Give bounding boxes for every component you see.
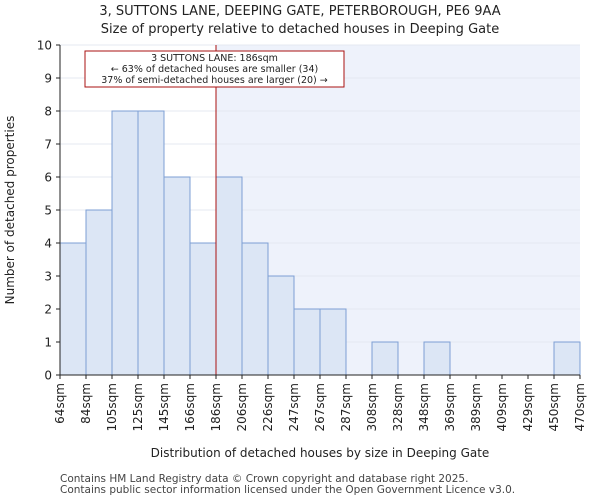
y-tick-label: 0 <box>44 369 52 383</box>
y-tick-label: 5 <box>44 204 52 218</box>
chart-title-address: 3, SUTTONS LANE, DEEPING GATE, PETERBORO… <box>99 4 501 19</box>
x-tick-label: 226sqm <box>261 383 275 431</box>
x-tick-label: 429sqm <box>521 383 535 431</box>
y-tick-label: 9 <box>44 72 52 86</box>
bar-105sqm <box>111 110 139 376</box>
annotation-box: 3 SUTTONS LANE: 186sqm ← 63% of detached… <box>84 50 345 88</box>
y-axis-label: Number of detached properties <box>3 116 17 305</box>
annotation-line-3: 37% of semi-detached houses are larger (… <box>101 75 328 86</box>
annotation-line-1: 3 SUTTONS LANE: 186sqm <box>151 53 278 64</box>
bar-64sqm <box>59 242 87 376</box>
y-tick-label: 6 <box>44 171 52 185</box>
y-tick-label: 10 <box>37 39 52 53</box>
x-tick-label: 470sqm <box>573 383 587 431</box>
bar-84sqm <box>85 209 113 376</box>
y-tick-label: 1 <box>44 336 52 350</box>
x-tick-label: 369sqm <box>443 383 457 431</box>
bar-247sqm <box>293 308 321 376</box>
x-tick-label: 328sqm <box>391 383 405 431</box>
annotation-line-2: ← 63% of detached houses are smaller (34… <box>111 64 318 75</box>
histogram-chart: 3 SUTTONS LANE: 186sqm ← 63% of detached… <box>3 39 587 461</box>
bar-206sqm <box>241 242 269 376</box>
bar-308sqm <box>371 341 399 376</box>
x-tick-label: 186sqm <box>209 383 223 431</box>
chart-title: Size of property relative to detached ho… <box>100 22 500 37</box>
x-axis-ticks: 64sqm 84sqm 105sqm 125sqm 145sqm 166sqm 186sqm… <box>53 375 587 431</box>
y-tick-label: 2 <box>44 303 52 317</box>
bar-145sqm <box>163 176 191 376</box>
x-tick-label: 389sqm <box>469 383 483 431</box>
x-tick-label: 145sqm <box>157 383 171 431</box>
bar-186sqm <box>215 176 243 376</box>
x-tick-label: 267sqm <box>313 383 327 431</box>
y-axis-ticks: 0 1 2 3 4 5 6 7 8 9 10 <box>37 39 60 383</box>
bar-450sqm <box>553 341 581 376</box>
x-tick-label: 84sqm <box>79 383 93 424</box>
x-tick-label: 409sqm <box>495 383 509 431</box>
y-tick-label: 4 <box>44 237 52 251</box>
x-tick-label: 450sqm <box>547 383 561 431</box>
bar-166sqm <box>189 242 217 376</box>
x-axis-label: Distribution of detached houses by size … <box>151 446 490 460</box>
x-tick-label: 247sqm <box>287 383 301 431</box>
x-tick-label: 64sqm <box>53 383 67 424</box>
x-tick-label: 348sqm <box>417 383 431 431</box>
bar-267sqm <box>319 308 347 376</box>
footer-copyright: Contains HM Land Registry data © Crown c… <box>60 473 469 485</box>
y-tick-label: 7 <box>44 138 52 152</box>
x-tick-label: 308sqm <box>365 383 379 431</box>
x-tick-label: 166sqm <box>183 383 197 431</box>
y-tick-label: 8 <box>44 105 52 119</box>
bar-226sqm <box>267 275 295 376</box>
footer-licence: Contains public sector information licen… <box>60 484 516 496</box>
bars <box>59 110 581 376</box>
x-tick-label: 206sqm <box>235 383 249 431</box>
y-tick-label: 3 <box>44 270 52 284</box>
x-tick-label: 125sqm <box>131 383 145 431</box>
x-tick-label: 287sqm <box>339 383 353 431</box>
x-tick-label: 105sqm <box>105 383 119 431</box>
bar-125sqm <box>137 110 165 376</box>
bar-348sqm <box>423 341 451 376</box>
